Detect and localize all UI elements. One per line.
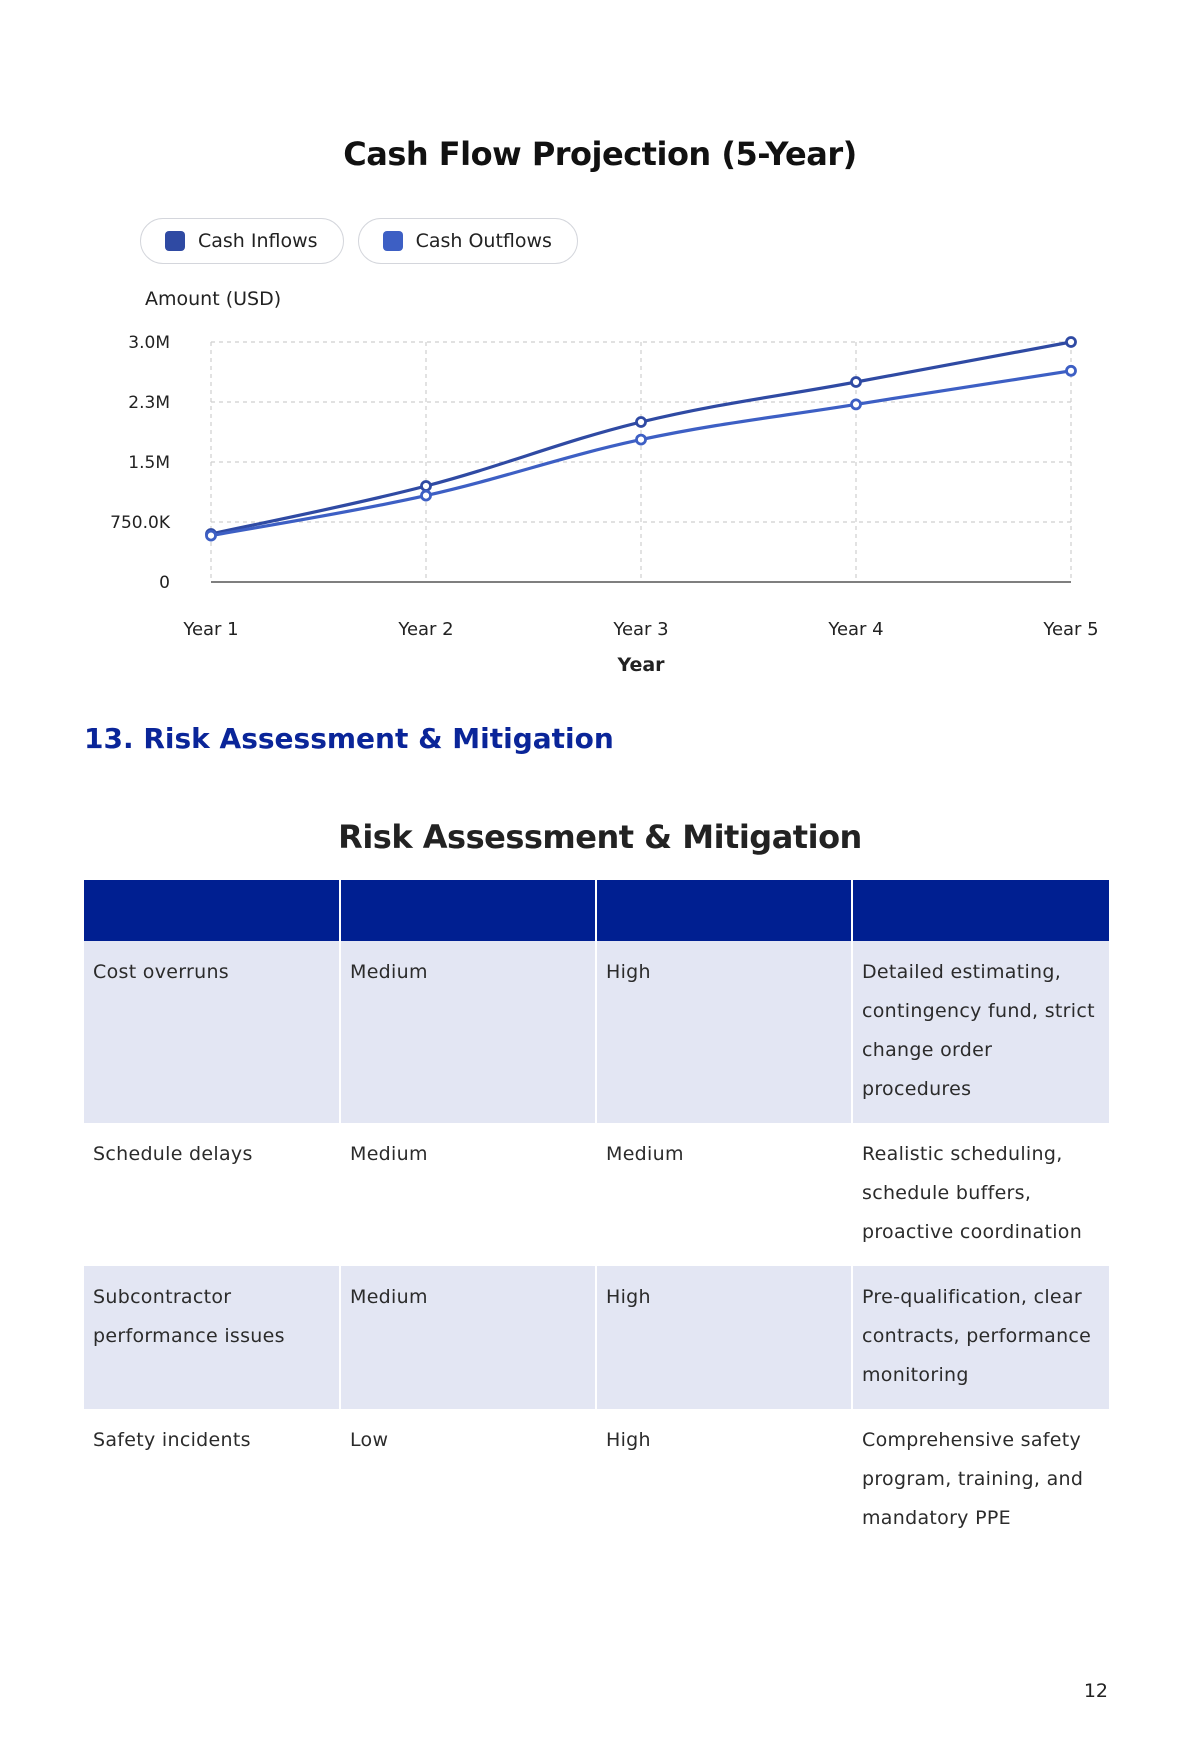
legend-label-cash-inflows: Cash Inflows <box>198 230 318 252</box>
data-point <box>205 529 217 542</box>
mitigation-cell: Detailed estimating, contingency fund, s… <box>851 941 1109 1123</box>
page-number: 12 <box>1083 1680 1108 1702</box>
risk-cell: Safety incidents <box>93 1429 251 1451</box>
x-tick-label: Year 5 <box>1042 619 1098 640</box>
chart-title: Cash Flow Projection (5-Year) <box>343 135 857 173</box>
data-point <box>635 416 647 428</box>
table-row: Schedule delays Medium Medium Realistic … <box>84 1123 1109 1266</box>
data-point <box>635 433 647 446</box>
x-tick-label: Year 2 <box>397 619 453 640</box>
risk-cell: Schedule delays <box>93 1143 253 1165</box>
table-title: Risk Assessment & Mitigation <box>338 818 862 856</box>
y-tick-label: 3.0M <box>128 333 170 353</box>
table-header-row <box>84 880 1109 941</box>
x-tick-label: Year 4 <box>827 619 883 640</box>
likelihood-cell: Medium <box>339 941 596 1123</box>
x-tick-label: Year 1 <box>182 619 238 640</box>
mitigation-cell: Realistic scheduling, schedule buffers, … <box>851 1123 1109 1266</box>
y-tick-label: 0 <box>159 573 170 593</box>
y-tick-label: 2.3M <box>128 393 170 413</box>
impact-cell: High <box>595 1409 852 1552</box>
section-heading: 13. Risk Assessment & Mitigation <box>84 722 614 755</box>
data-point <box>420 480 432 492</box>
table-header-cell <box>851 880 1109 941</box>
y-tick-label: 750.0K <box>110 513 171 533</box>
x-tick-label: Year 3 <box>612 619 668 640</box>
data-point <box>1065 336 1077 348</box>
legend-item-cash-inflows[interactable]: Cash Inflows <box>140 218 344 264</box>
risk-cell: Subcontractor performance issues <box>84 1266 340 1409</box>
impact-cell: High <box>595 941 852 1123</box>
impact-cell: Medium <box>595 1123 852 1266</box>
chart-legend: Cash Inflows Cash Outflows <box>140 218 578 264</box>
table-header-cell <box>339 880 596 941</box>
table-row: Cost overruns Medium High Detailed estim… <box>84 941 1109 1123</box>
mitigation-cell: Pre-qualification, clear contracts, perf… <box>851 1266 1109 1409</box>
likelihood-cell: Medium <box>339 1123 596 1266</box>
legend-swatch-cash-outflows <box>382 231 403 251</box>
table-header-cell <box>84 880 340 941</box>
likelihood-cell: Medium <box>339 1266 596 1409</box>
impact-cell: High <box>595 1266 852 1409</box>
y-axis-label: Amount (USD) <box>145 288 281 310</box>
y-tick-label: 1.5M <box>128 453 170 473</box>
table-row: Safety incidents Low High Comprehensive … <box>84 1409 1109 1552</box>
data-point <box>1065 364 1077 377</box>
x-axis-label: Year <box>616 654 665 676</box>
data-point <box>850 398 862 411</box>
data-point <box>850 376 862 388</box>
table-row: Subcontractor performance issues Medium … <box>84 1266 1109 1409</box>
legend-swatch-cash-inflows <box>165 231 185 251</box>
data-point <box>420 489 432 502</box>
risk-cell: Cost overruns <box>84 941 340 1123</box>
likelihood-cell: Low <box>339 1409 596 1552</box>
risk-table: Cost overruns Medium High Detailed estim… <box>84 880 1109 1552</box>
cash-flow-line-chart: Amount (USD) 0 750.0K 1.5M 2.3M 3.0M Year 1 Yea… <box>110 288 1098 676</box>
table-header-cell <box>595 880 852 941</box>
legend-item-cash-outflows[interactable]: Cash Outflows <box>357 218 578 264</box>
legend-label-cash-outflows: Cash Outflows <box>415 230 552 252</box>
mitigation-cell: Comprehensive safety program, training, … <box>851 1409 1109 1552</box>
